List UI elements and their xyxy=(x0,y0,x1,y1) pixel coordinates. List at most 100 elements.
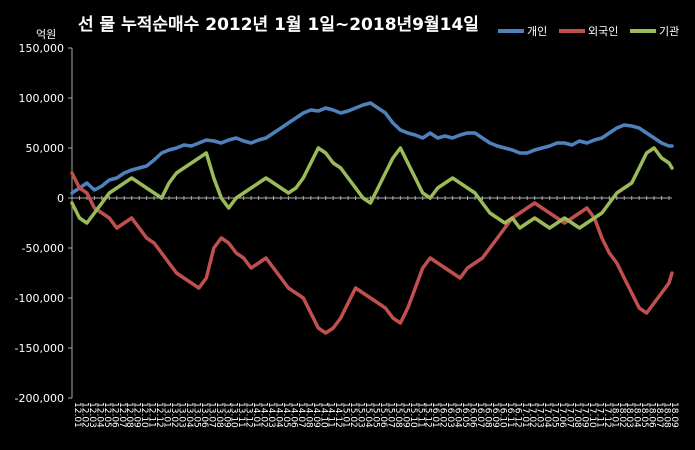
x-tick-label: 13.02 xyxy=(169,402,179,428)
x-tick-label: 12.11 xyxy=(147,402,157,428)
x-tick-label: 17.01 xyxy=(520,402,530,428)
x-tick-label: 12.03 xyxy=(87,402,97,428)
x-tick-label: 13.01 xyxy=(162,402,172,428)
x-tick-label: 14.08 xyxy=(303,402,313,428)
x-tick-label: 17.09 xyxy=(579,402,589,428)
x-tick-label: 12.09 xyxy=(132,402,142,428)
x-tick-label: 13.08 xyxy=(214,402,224,428)
x-tick-label: 14.10 xyxy=(318,402,328,428)
series-line-1 xyxy=(70,171,674,335)
x-tick-label: 16.11 xyxy=(505,402,515,428)
legend-label: 개인 xyxy=(527,25,547,38)
x-tick-label: 12.08 xyxy=(124,402,134,428)
x-axis: 12.0112.0212.0312.0412.0512.0612.0712.08… xyxy=(72,402,679,428)
y-tick-label: 50,000 xyxy=(26,142,65,155)
x-tick-label: 17.04 xyxy=(542,402,552,428)
x-tick-label: 16.05 xyxy=(460,402,470,428)
series-line-0 xyxy=(70,101,674,195)
x-tick-label: 17.07 xyxy=(565,402,575,428)
x-tick-label: 14.01 xyxy=(251,402,261,428)
y-tick-label: -100,000 xyxy=(15,292,64,305)
y-tick-label: 150,000 xyxy=(19,42,65,55)
x-tick-label: 13.05 xyxy=(191,402,201,428)
y-axis: 150,000 100,000 50,000 0 -50,000 -100,000 -150… xyxy=(15,42,72,405)
x-tick-label: 15.08 xyxy=(393,402,403,428)
x-tick-label: 18.03 xyxy=(624,402,634,428)
x-tick-label: 12.12 xyxy=(154,402,164,428)
x-tick-label: 14.02 xyxy=(259,402,269,428)
x-tick-label: 13.06 xyxy=(199,402,209,428)
x-tick-label: 12.06 xyxy=(109,402,119,428)
x-tick-label: 16.03 xyxy=(445,402,455,428)
x-tick-label: 15.05 xyxy=(371,402,381,428)
x-tick-label: 12.07 xyxy=(117,402,127,428)
x-tick-label: 14.06 xyxy=(288,402,298,428)
x-tick-label: 16.12 xyxy=(512,402,522,428)
x-tick-label: 16.06 xyxy=(468,402,478,428)
x-tick-label: 12.01 xyxy=(72,402,82,428)
x-tick-label: 17.11 xyxy=(594,402,604,428)
legend-label: 기관 xyxy=(659,25,679,38)
x-tick-label: 18.02 xyxy=(617,402,627,428)
x-tick-label: 18.09 xyxy=(669,402,679,428)
x-tick-label: 16.08 xyxy=(482,402,492,428)
x-tick-label: 14.09 xyxy=(311,402,321,428)
x-tick-label: 13.09 xyxy=(221,402,231,428)
x-tick-label: 14.11 xyxy=(326,402,336,428)
x-tick-label: 13.12 xyxy=(244,402,254,428)
x-tick-label: 13.11 xyxy=(236,402,246,428)
x-tick-label: 16.09 xyxy=(490,402,500,428)
y-tick-label: -200,000 xyxy=(15,392,64,405)
legend: 개인 외국인 기관 xyxy=(498,25,679,38)
x-tick-label: 15.12 xyxy=(423,402,433,428)
x-tick-label: 15.09 xyxy=(400,402,410,428)
x-tick-label: 18.04 xyxy=(632,402,642,428)
x-tick-label: 12.05 xyxy=(102,402,112,428)
x-tick-label: 18.06 xyxy=(647,402,657,428)
x-tick-label: 14.07 xyxy=(296,402,306,428)
x-tick-label: 14.05 xyxy=(281,402,291,428)
y-axis-unit-label: 억원 xyxy=(36,28,56,41)
x-tick-label: 16.01 xyxy=(430,402,440,428)
x-tick-label: 13.10 xyxy=(229,402,239,428)
y-tick-label: 0 xyxy=(57,192,64,205)
x-tick-label: 17.12 xyxy=(602,402,612,428)
x-tick-label: 15.06 xyxy=(378,402,388,428)
series-group xyxy=(70,101,674,335)
x-tick-label: 18.08 xyxy=(662,402,672,428)
x-tick-label: 17.05 xyxy=(550,402,560,428)
x-tick-label: 16.10 xyxy=(497,402,507,428)
x-tick-label: 15.11 xyxy=(415,402,425,428)
legend-label: 외국인 xyxy=(588,25,618,38)
x-tick-label: 15.02 xyxy=(348,402,358,428)
y-tick-label: -50,000 xyxy=(22,242,64,255)
x-tick-label: 18.05 xyxy=(639,402,649,428)
x-tick-label: 18.07 xyxy=(654,402,664,428)
x-tick-label: 17.06 xyxy=(557,402,567,428)
x-tick-label: 16.04 xyxy=(453,402,463,428)
y-tick-label: 100,000 xyxy=(19,92,65,105)
x-tick-label: 15.04 xyxy=(363,402,373,428)
y-tick-label: -150,000 xyxy=(15,342,64,355)
x-tick-label: 12.04 xyxy=(94,402,104,428)
series-line-2 xyxy=(70,146,674,230)
chart-title: 선 물 누적순매수 2012년 1월 1일~2018년9월14일 xyxy=(78,15,479,35)
x-tick-label: 17.02 xyxy=(527,402,537,428)
x-tick-label: 12.10 xyxy=(139,402,149,428)
x-tick-label: 17.03 xyxy=(535,402,545,428)
x-tick-label: 14.03 xyxy=(266,402,276,428)
x-tick-label: 15.07 xyxy=(385,402,395,428)
x-tick-label: 18.01 xyxy=(609,402,619,428)
x-tick-label: 15.03 xyxy=(356,402,366,428)
x-tick-label: 17.10 xyxy=(587,402,597,428)
x-tick-label: 17.08 xyxy=(572,402,582,428)
x-tick-label: 13.04 xyxy=(184,402,194,428)
x-tick-label: 14.12 xyxy=(333,402,343,428)
x-tick-label: 16.07 xyxy=(475,402,485,428)
x-tick-label: 14.04 xyxy=(273,402,283,428)
x-tick-label: 15.01 xyxy=(341,402,351,428)
x-tick-label: 12.02 xyxy=(79,402,89,428)
x-tick-label: 16.02 xyxy=(438,402,448,428)
